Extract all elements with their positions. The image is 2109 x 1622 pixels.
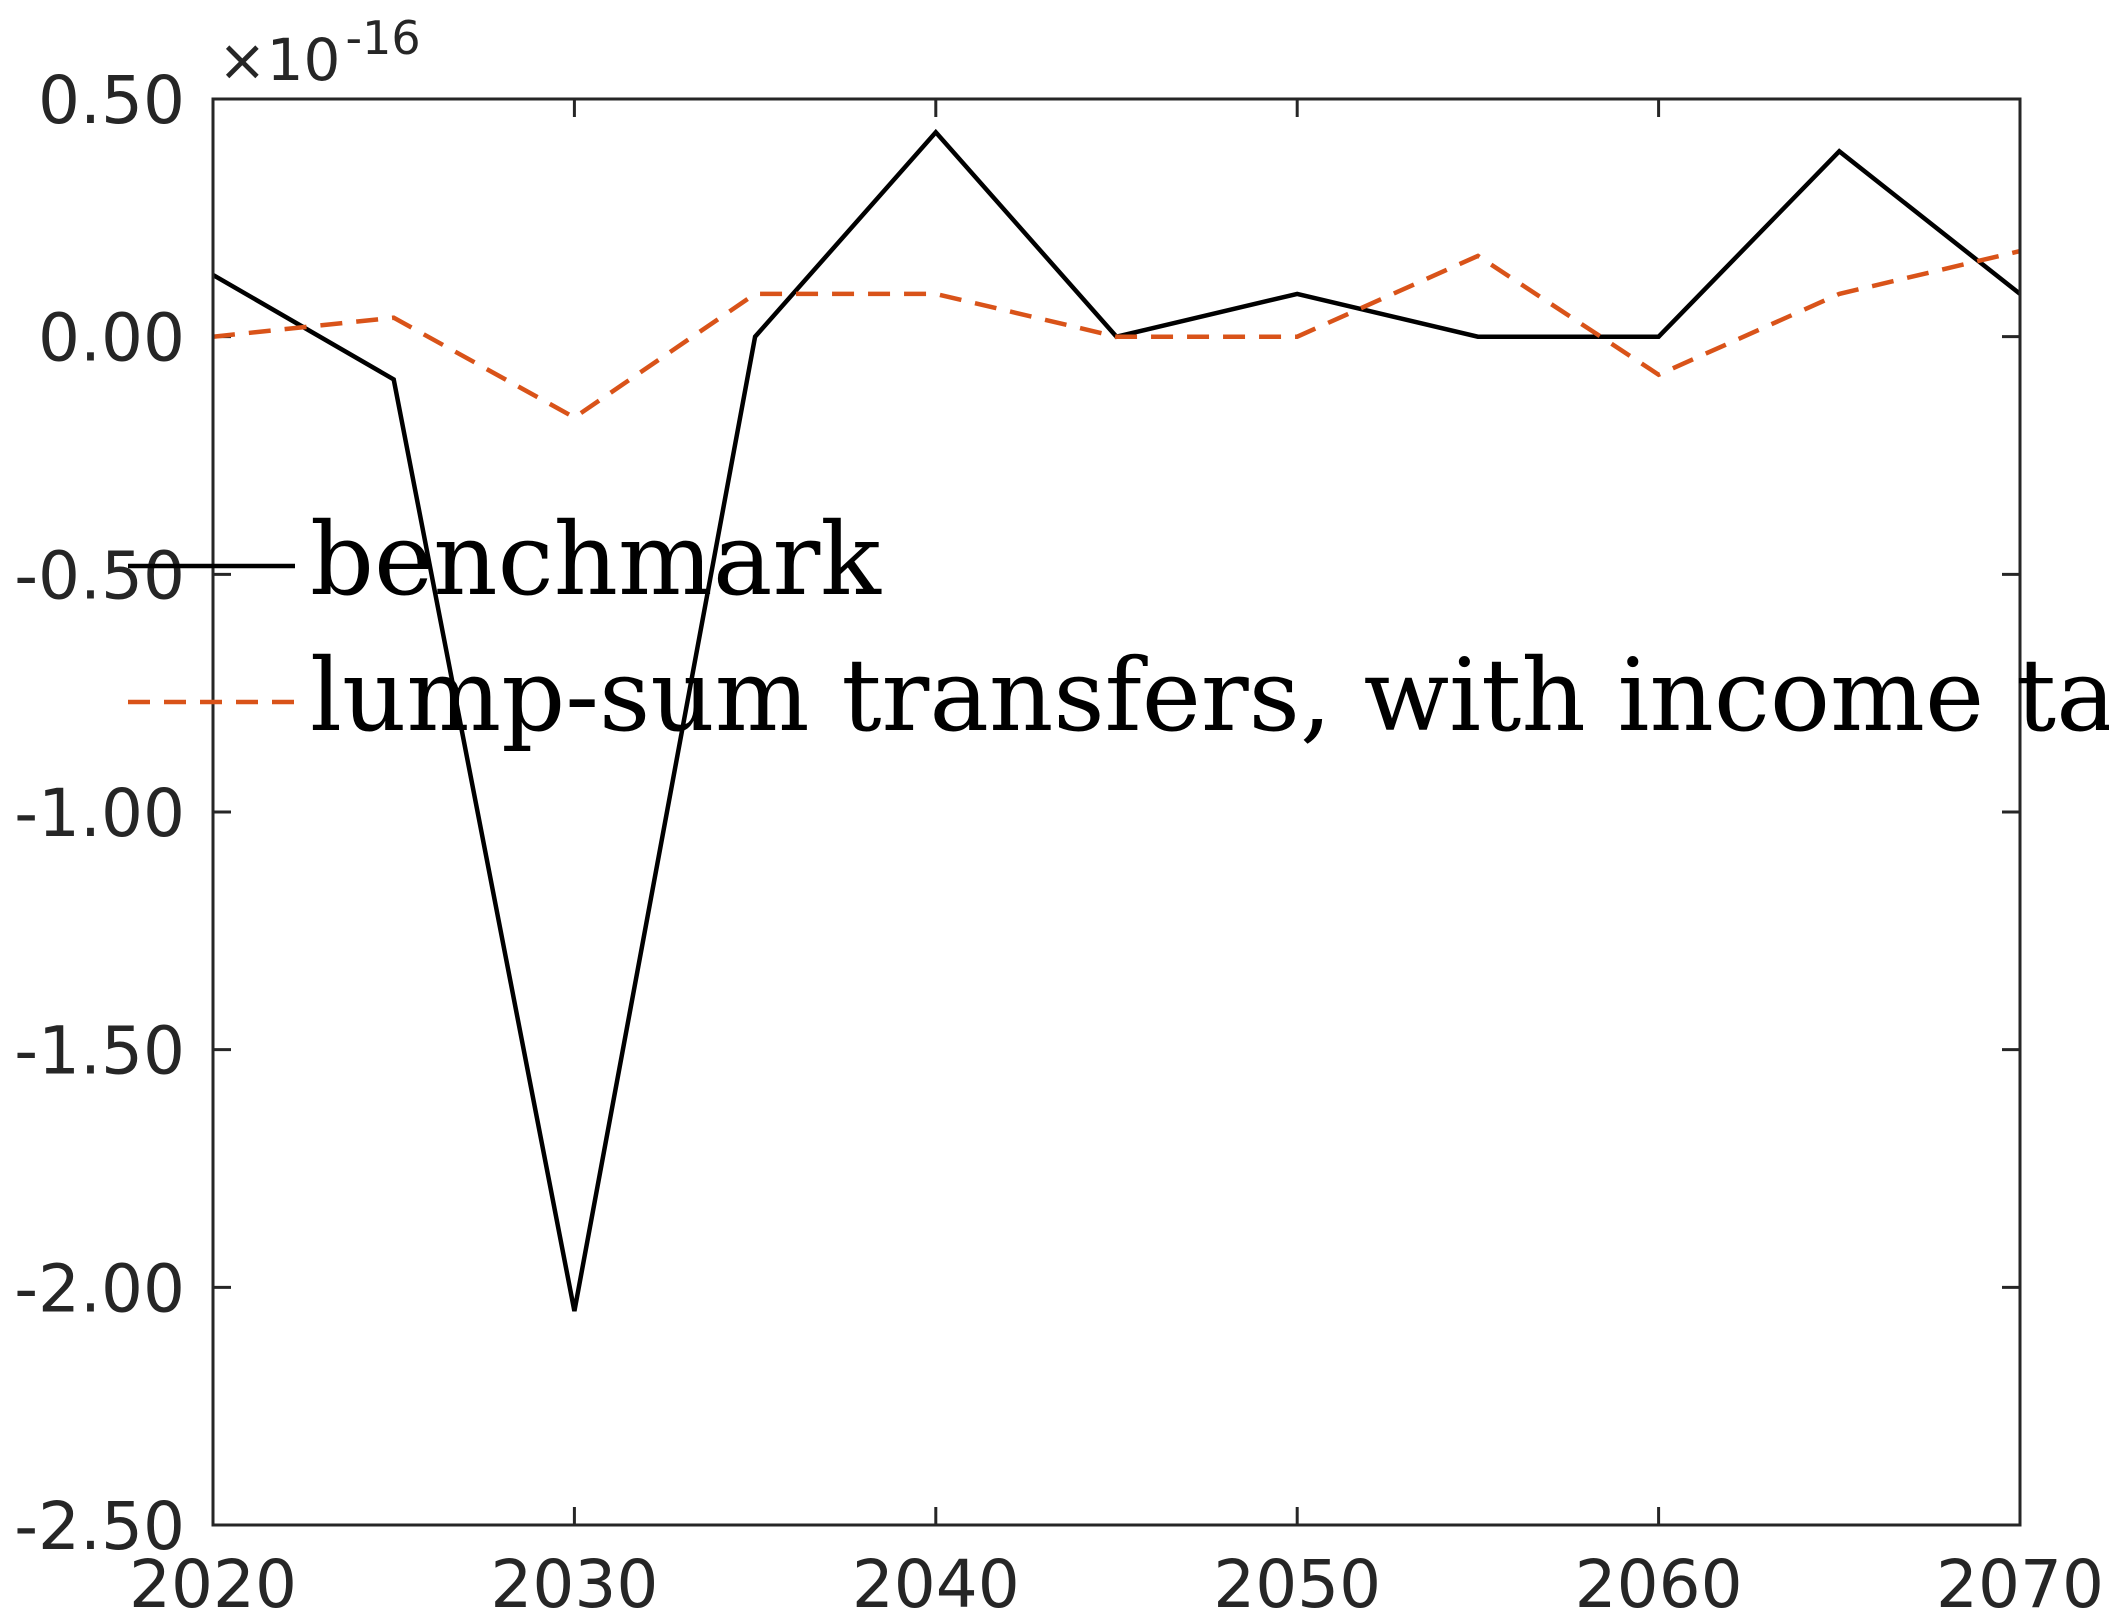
legend-label-1: lump-sum transfers, with income tax [310, 637, 2109, 754]
y-tick-label: -1.50 [14, 1013, 185, 1090]
plot-area-series [211, 128, 2022, 1312]
x-tick-label: 2050 [1213, 1546, 1381, 1622]
tick-labels: 2020 2030 2040 2050 2060 2070 0.50 0.00 -0.50 -1.… [14, 62, 2104, 1622]
y-tick-label: -2.50 [14, 1488, 185, 1565]
legend-label-0: benchmark [310, 501, 882, 618]
y-exponent-label: ×10 -16 [218, 11, 421, 94]
y-tick-label: 0.50 [38, 62, 185, 139]
y-exponent-power: -16 [346, 11, 421, 65]
y-tick-label: -2.00 [14, 1250, 185, 1327]
x-tick-label: 2070 [1936, 1546, 2104, 1622]
legend: benchmark lump-sum transfers, with income… [128, 501, 2109, 754]
y-tick-label: -0.50 [14, 537, 185, 614]
x-tick-label: 2060 [1575, 1546, 1743, 1622]
x-tick-label: 2020 [129, 1546, 297, 1622]
axes-box [211, 97, 2022, 1527]
y-tick-label: -1.00 [14, 775, 185, 852]
y-tick-label: 0.00 [38, 300, 185, 377]
x-tick-label: 2040 [852, 1546, 1020, 1622]
series-line-1 [212, 248, 2021, 421]
y-exponent-base: ×10 [218, 26, 340, 94]
x-tick-label: 2030 [490, 1546, 658, 1622]
